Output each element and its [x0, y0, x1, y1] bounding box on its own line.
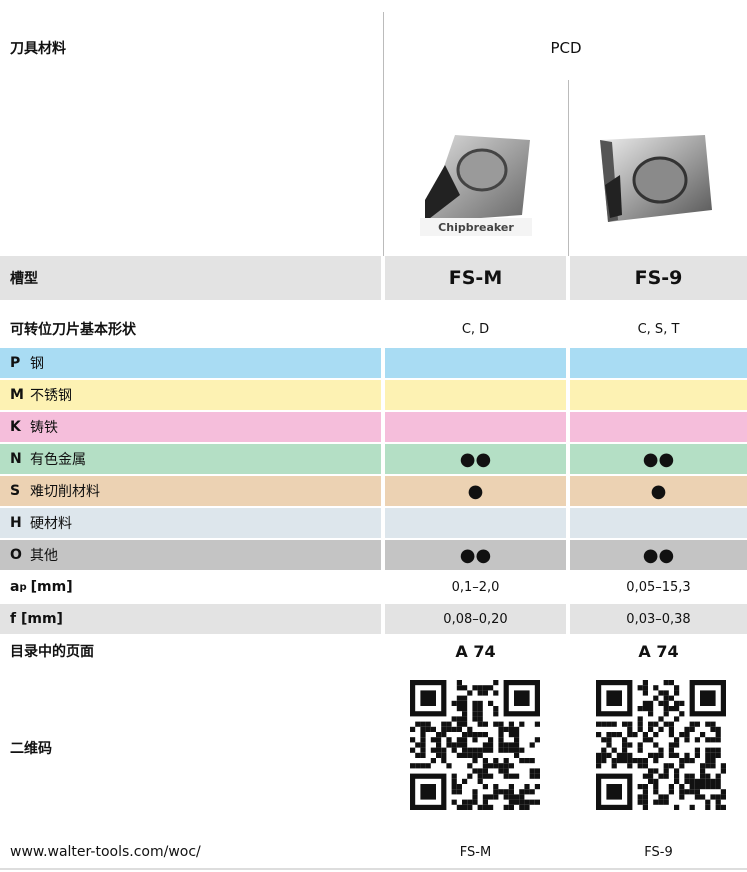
cell: [570, 412, 747, 442]
cell: [385, 348, 566, 378]
cell: ●●: [570, 444, 747, 474]
material-code: H: [10, 515, 22, 531]
cell: 0,1–2,0: [451, 579, 500, 595]
material-code: S: [10, 483, 21, 499]
material-name: 钢: [30, 356, 44, 372]
insert-image: [600, 135, 712, 222]
cell: FS-M: [385, 256, 566, 300]
row-label: a p [mm]: [0, 572, 381, 602]
cell: ●: [570, 476, 747, 506]
cell: ●●: [385, 540, 566, 570]
row-label: 二维码: [10, 741, 52, 757]
cell: ●●: [385, 444, 566, 474]
material-code: K: [10, 419, 21, 435]
row-label: O 其他: [0, 540, 381, 570]
divider: [383, 12, 384, 256]
cell: FS-9: [570, 256, 747, 300]
qr-code: [410, 680, 540, 810]
row-label: H 硬材料: [0, 508, 381, 538]
material-name: 难切削材料: [30, 484, 100, 500]
cell: FS-9: [644, 844, 673, 860]
row-label: N 有色金属: [0, 444, 381, 474]
cell: 0,08–0,20: [385, 604, 566, 634]
cell: [570, 380, 747, 410]
cell: [385, 508, 566, 538]
material-code: M: [10, 387, 24, 403]
cell: ●: [385, 476, 566, 506]
material-name: 其他: [30, 548, 58, 564]
qr-code: [596, 680, 726, 810]
row-label: M 不锈钢: [0, 380, 381, 410]
material: PCD: [550, 39, 582, 57]
material-code: O: [10, 547, 22, 563]
row-label: S 难切削材料: [0, 476, 381, 506]
row-label: 可转位刀片基本形状: [10, 322, 136, 338]
cell: 0,05–15,3: [626, 579, 691, 595]
material-name: 有色金属: [30, 452, 86, 468]
row-label: 槽型: [0, 256, 381, 300]
material-name: 不锈钢: [30, 388, 72, 404]
label-part: a: [10, 579, 20, 595]
row-label: f [mm]: [0, 604, 381, 634]
row-label: 刀具材料: [10, 41, 66, 57]
divider: [568, 80, 569, 256]
material-code: N: [10, 451, 22, 467]
insert-image: [420, 135, 532, 236]
cell: A 74: [638, 641, 679, 661]
material-name: 铸铁: [30, 420, 58, 436]
insert-caption: Chipbreaker: [438, 221, 514, 234]
cell: [385, 380, 566, 410]
row-label: www.walter-tools.com/woc/: [10, 844, 201, 860]
row-label: 目录中的页面: [10, 644, 94, 660]
cell: A 74: [455, 641, 496, 661]
cell: C, D: [461, 321, 490, 337]
cell: C, S, T: [637, 321, 680, 337]
cell: [570, 348, 747, 378]
material-name: 硬材料: [30, 516, 72, 532]
cell: FS-M: [459, 844, 492, 860]
label-part: [mm]: [30, 579, 73, 595]
cell: [570, 508, 747, 538]
material-code: P: [10, 355, 21, 371]
cell: 0,03–0,38: [570, 604, 747, 634]
row-label: K 铸铁: [0, 412, 381, 442]
label-part: p: [19, 581, 27, 593]
cell: ●●: [570, 540, 747, 570]
cell: [385, 412, 566, 442]
